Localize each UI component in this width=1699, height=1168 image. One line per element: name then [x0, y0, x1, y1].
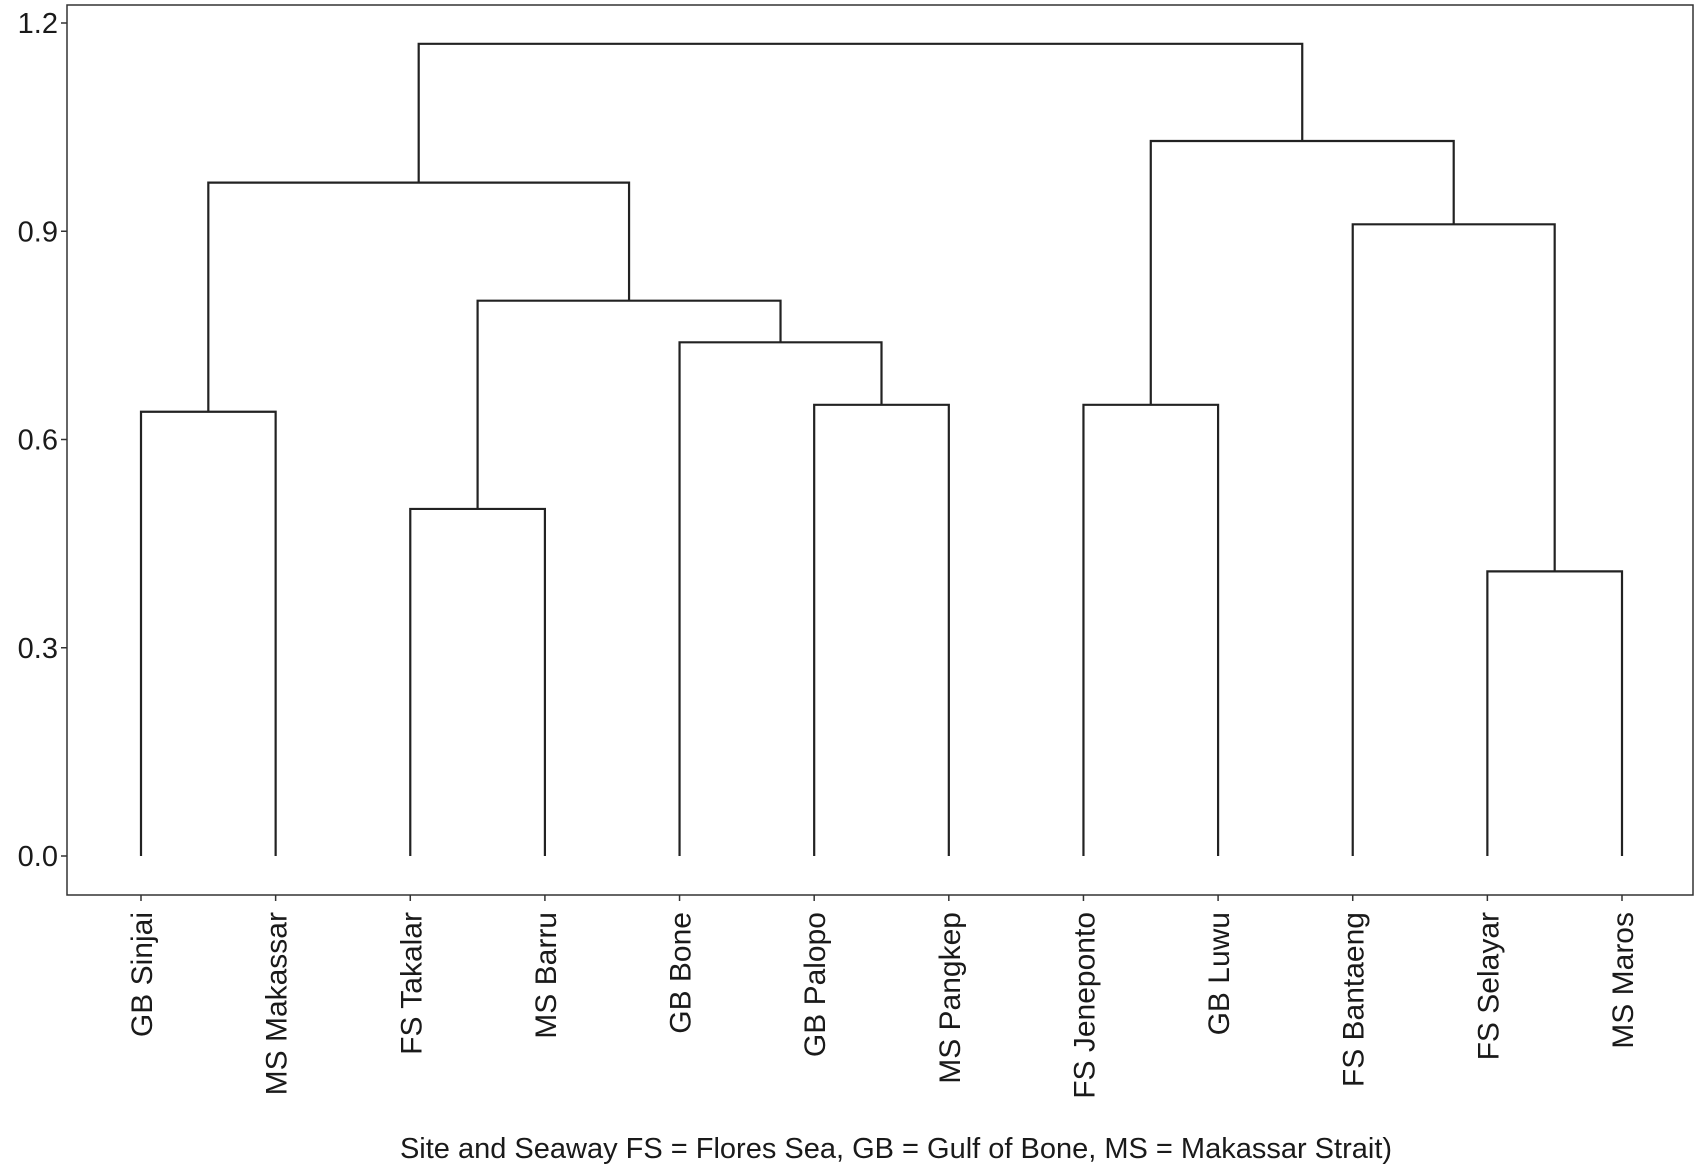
leaf-label: GB Luwu	[1203, 912, 1236, 1035]
x-axis-title: Site and Seaway FS = Flores Sea, GB = Gu…	[400, 1133, 1392, 1165]
leaf-label: FS Selayar	[1472, 912, 1505, 1060]
leaf-label: MS Pangkep	[934, 912, 967, 1084]
y-tick-label: 0.6	[18, 425, 58, 457]
leaf-label: GB Sinjai	[126, 912, 159, 1037]
dendrogram-link-3	[813, 403, 950, 856]
leaf-label: FS Jeneponto	[1068, 912, 1101, 1099]
plot-panel	[66, 4, 1694, 896]
leaf-label: FS Bantaeng	[1338, 912, 1371, 1087]
y-tick-label: 0.3	[18, 633, 58, 665]
leaf-label: FS Takalar	[395, 912, 428, 1055]
dendrogram-link-11	[417, 42, 1304, 183]
leaf-label: MS Maros	[1607, 912, 1640, 1049]
y-tick-label: 0.9	[18, 216, 58, 248]
leaf-label: MS Makassar	[261, 912, 294, 1095]
y-tick-label: 0.0	[18, 841, 58, 873]
y-axis: 0.0 0.3 0.6 0.9 1.2	[18, 8, 67, 873]
dendrogram-link-2	[409, 507, 547, 856]
leaf-label: MS Barru	[530, 912, 563, 1039]
x-axis: GB Sinjai MS Makassar FS Takalar MS Barru GB…	[126, 895, 1640, 1099]
dendrogram-link-5	[476, 299, 782, 509]
dendrogram-link-4	[678, 341, 883, 856]
leaf-label: GB Bone	[665, 912, 698, 1034]
y-tick-label: 1.2	[18, 8, 58, 40]
dendrogram-tree	[139, 42, 1624, 856]
leaf-label: GB Palopo	[799, 912, 832, 1057]
dendrogram-link-7	[1082, 403, 1220, 856]
dendrogram-link-8	[1486, 570, 1624, 856]
